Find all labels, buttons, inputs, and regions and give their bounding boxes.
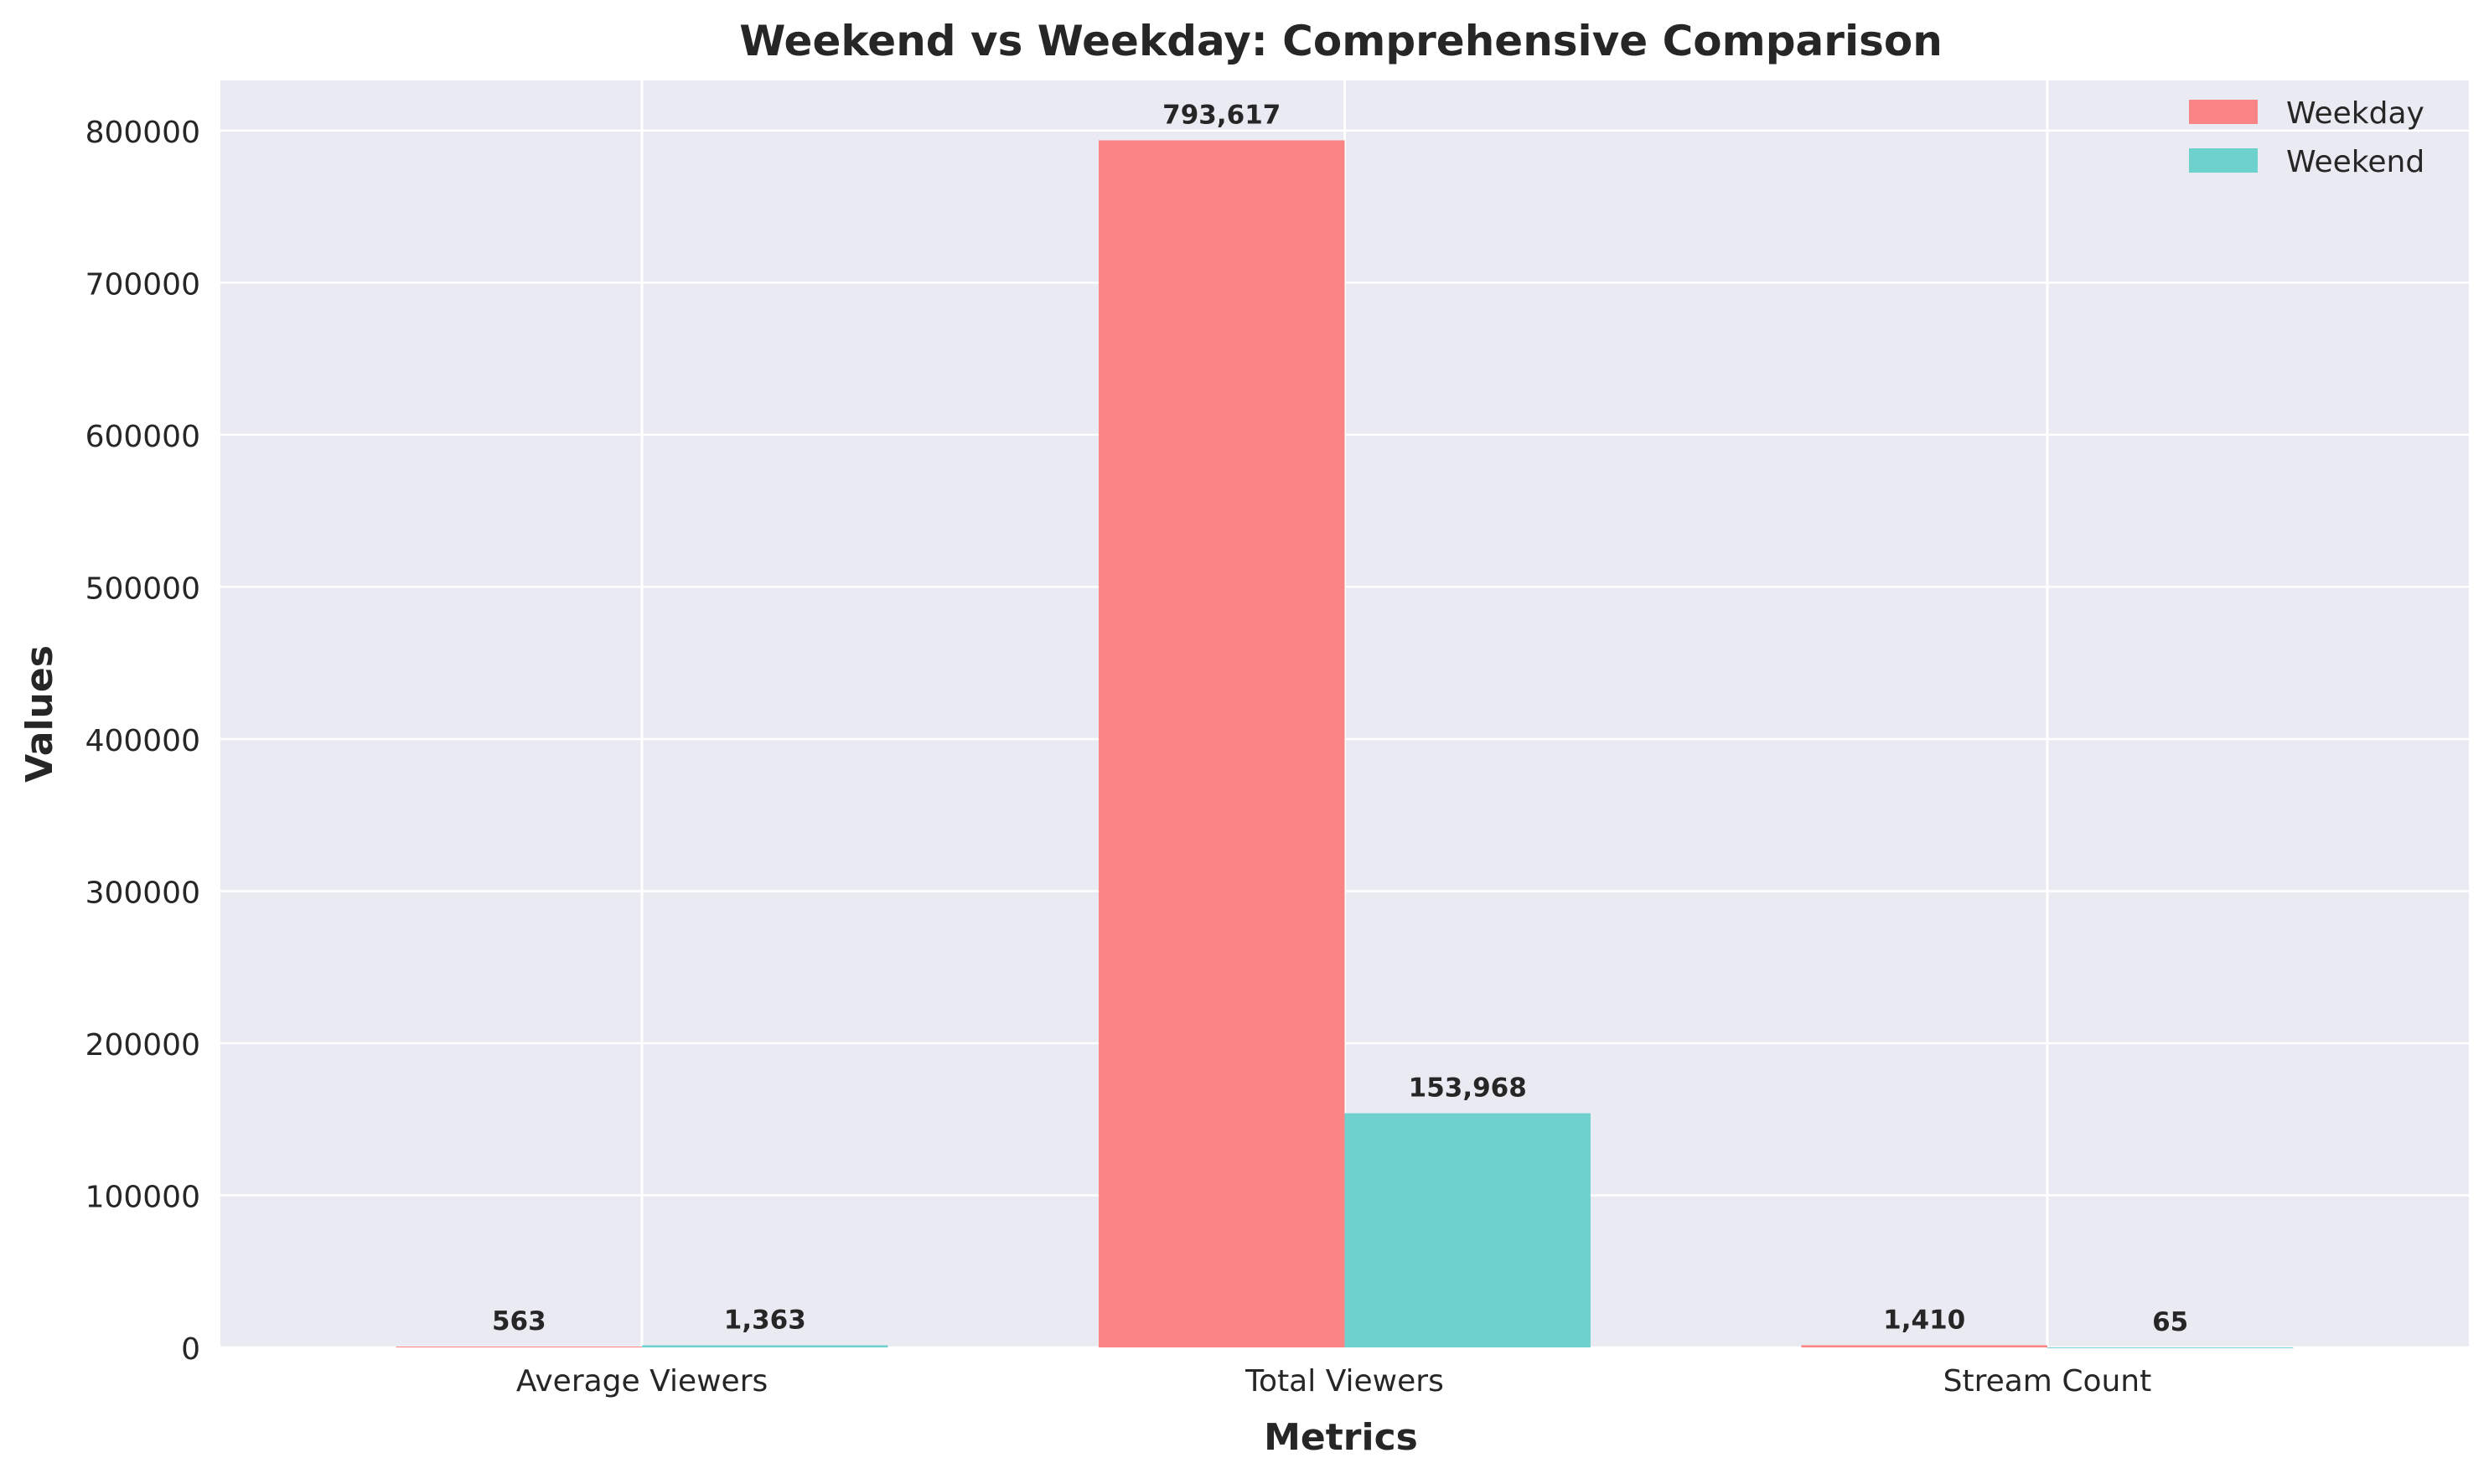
bar-value-label: 1,363 <box>724 1306 806 1336</box>
y-axis-label: Values <box>18 645 61 783</box>
y-tick-label: 800000 <box>85 116 200 150</box>
x-tick-label: Total Viewers <box>1244 1364 1444 1399</box>
bar-weekend <box>1344 1113 1591 1347</box>
legend-swatch <box>2189 100 2258 124</box>
y-tick-label: 100000 <box>85 1180 200 1214</box>
bar-value-label: 1,410 <box>1883 1305 1965 1335</box>
y-tick-labels: 0 100000 200000 300000 400000 500000 600000 700… <box>85 116 200 1367</box>
bar-value-label: 153,968 <box>1409 1073 1527 1104</box>
bars <box>396 140 2294 1348</box>
legend-label: Weekday <box>2286 96 2424 131</box>
bar-weekday <box>1801 1345 2047 1347</box>
x-tick-label: Average Viewers <box>516 1364 768 1399</box>
y-tick-label: 300000 <box>85 876 200 910</box>
bar-value-label: 65 <box>2152 1307 2188 1337</box>
bar-weekday <box>1099 140 1345 1347</box>
y-tick-label: 700000 <box>85 267 200 302</box>
y-tick-label: 400000 <box>85 724 200 758</box>
legend-label: Weekend <box>2286 145 2424 179</box>
x-axis-label: Metrics <box>1264 1416 1418 1459</box>
bar-value-label: 793,617 <box>1162 100 1281 130</box>
chart-title: Weekend vs Weekday: Comprehensive Compar… <box>739 17 1943 65</box>
x-tick-label: Stream Count <box>1943 1364 2152 1399</box>
y-tick-label: 500000 <box>85 571 200 606</box>
legend: Weekday Weekend <box>2189 96 2424 179</box>
bar-value-labels: 563 793,617 1,410 1,363 153,968 65 <box>492 100 2188 1337</box>
bar-weekend <box>2047 1347 2294 1348</box>
y-tick-label: 0 <box>181 1332 200 1367</box>
bar-weekend <box>642 1345 888 1347</box>
y-tick-label: 600000 <box>85 420 200 454</box>
x-tick-labels: Average Viewers Total Viewers Stream Count <box>516 1364 2151 1399</box>
legend-swatch <box>2189 148 2258 173</box>
y-tick-label: 200000 <box>85 1028 200 1063</box>
bar-value-label: 563 <box>492 1306 546 1337</box>
